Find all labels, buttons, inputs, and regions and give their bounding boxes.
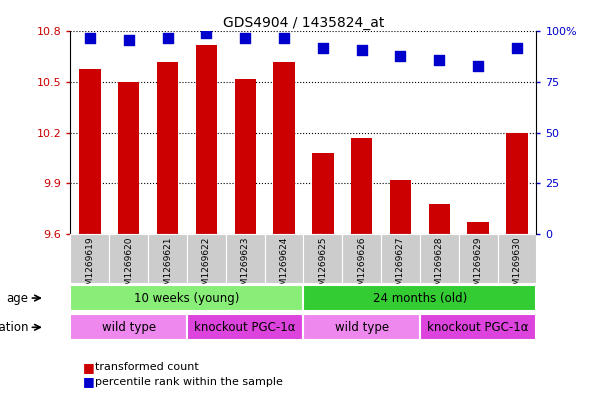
Text: GSM1269622: GSM1269622 (202, 237, 211, 297)
Point (395, 53, 405, 59)
Bar (273, 62, 295, 234)
Bar (420, 314, 536, 340)
Text: transformed count: transformed count (95, 362, 199, 373)
Point (240, 34, 250, 40)
Text: GSM1269629: GSM1269629 (474, 237, 482, 297)
Bar (312, 153, 333, 234)
Text: 24 months (old): 24 months (old) (373, 292, 467, 305)
Bar (468, 222, 489, 234)
Point (435, 57, 444, 63)
Bar (303, 285, 536, 311)
Bar (498, 234, 536, 283)
Point (318, 44, 328, 51)
Bar (235, 79, 256, 234)
Point (85, 34, 95, 40)
Text: genotype/variation: genotype/variation (0, 321, 29, 334)
Bar (506, 133, 528, 234)
Text: GSM1269625: GSM1269625 (318, 237, 327, 297)
Bar (187, 314, 303, 340)
Point (279, 34, 289, 40)
Bar (342, 234, 381, 283)
Point (512, 44, 522, 51)
Bar (196, 45, 217, 234)
Text: wild type: wild type (335, 321, 389, 334)
Bar (79, 68, 101, 234)
Bar (351, 138, 372, 234)
Bar (70, 234, 109, 283)
Bar (303, 314, 420, 340)
Text: GSM1269623: GSM1269623 (241, 237, 249, 297)
Bar (303, 234, 342, 283)
Bar (265, 234, 303, 283)
Point (124, 37, 134, 43)
Bar (148, 234, 187, 283)
Bar (459, 234, 498, 283)
Bar (187, 234, 226, 283)
Bar (109, 234, 148, 283)
Text: knockout PGC-1α: knockout PGC-1α (427, 321, 529, 334)
Bar (157, 62, 178, 234)
Point (473, 63, 483, 69)
Text: percentile rank within the sample: percentile rank within the sample (95, 377, 283, 387)
Text: ■: ■ (83, 375, 94, 389)
Text: GSM1269620: GSM1269620 (124, 237, 133, 297)
Text: GSM1269630: GSM1269630 (512, 237, 522, 297)
Bar (70, 285, 303, 311)
Text: GSM1269624: GSM1269624 (280, 237, 289, 297)
Point (202, 30, 211, 37)
Bar (381, 234, 420, 283)
Text: GSM1269619: GSM1269619 (85, 237, 94, 297)
Text: GSM1269628: GSM1269628 (435, 237, 444, 297)
Title: GDS4904 / 1435824_at: GDS4904 / 1435824_at (223, 17, 384, 30)
Bar (226, 234, 265, 283)
Bar (428, 204, 450, 234)
Bar (118, 82, 139, 234)
Text: GSM1269621: GSM1269621 (163, 237, 172, 297)
Text: GSM1269627: GSM1269627 (396, 237, 405, 297)
Bar (420, 234, 459, 283)
Text: age: age (7, 292, 29, 305)
Text: ■: ■ (83, 361, 94, 374)
Bar (70, 314, 187, 340)
Text: 10 weeks (young): 10 weeks (young) (134, 292, 240, 305)
Text: knockout PGC-1α: knockout PGC-1α (194, 321, 296, 334)
Point (162, 34, 172, 40)
Point (357, 46, 367, 53)
Bar (390, 180, 411, 234)
Text: GSM1269626: GSM1269626 (357, 237, 366, 297)
Text: wild type: wild type (102, 321, 156, 334)
